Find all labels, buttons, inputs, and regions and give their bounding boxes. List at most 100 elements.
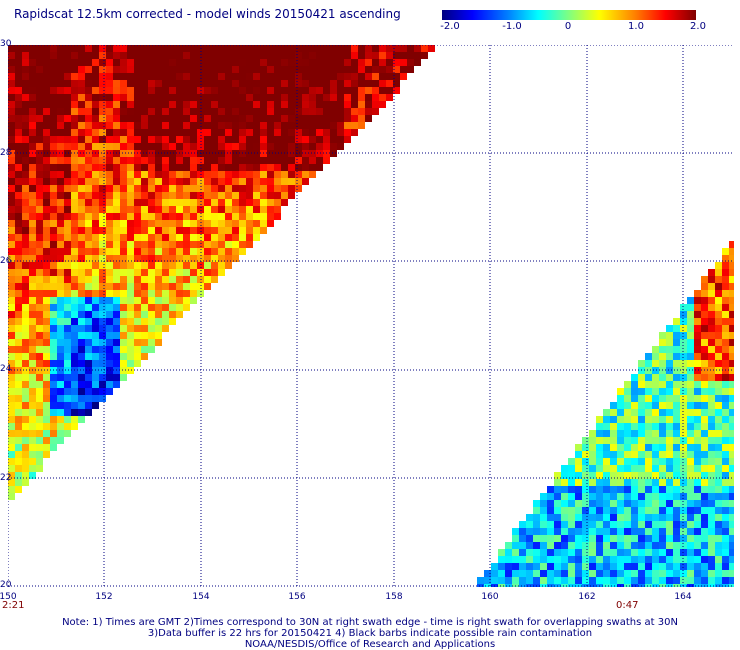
swath-cell bbox=[78, 388, 85, 395]
swath-cell bbox=[92, 185, 99, 192]
swath-cell bbox=[701, 458, 708, 465]
swath-cell bbox=[57, 402, 64, 409]
swath-cell bbox=[512, 570, 519, 577]
swath-cell bbox=[211, 241, 218, 248]
swath-cell bbox=[309, 157, 316, 164]
swath-cell bbox=[15, 353, 22, 360]
swath-cell bbox=[71, 94, 78, 101]
swath-cell bbox=[29, 94, 36, 101]
swath-cell bbox=[603, 465, 610, 472]
swath-cell bbox=[540, 507, 547, 514]
swath-cell bbox=[36, 129, 43, 136]
swath-cell bbox=[561, 570, 568, 577]
swath-cell bbox=[540, 549, 547, 556]
swath-cell bbox=[50, 234, 57, 241]
swath-cell bbox=[78, 255, 85, 262]
swath-cell bbox=[85, 115, 92, 122]
swath-cell bbox=[141, 185, 148, 192]
swath-cell bbox=[309, 164, 316, 171]
swath-cell bbox=[127, 136, 134, 143]
swath-cell bbox=[29, 276, 36, 283]
swath-cell bbox=[113, 262, 120, 269]
swath-cell bbox=[246, 87, 253, 94]
swath-cell bbox=[225, 122, 232, 129]
swath-cell bbox=[64, 332, 71, 339]
swath-cell bbox=[379, 45, 386, 52]
swath-cell bbox=[568, 514, 575, 521]
lat-tick-28: 28 bbox=[0, 148, 12, 158]
swath-cell bbox=[610, 584, 617, 587]
swath-cell bbox=[113, 283, 120, 290]
swath-cell bbox=[281, 129, 288, 136]
swath-cell bbox=[148, 290, 155, 297]
swath-cell bbox=[274, 115, 281, 122]
swath-cell bbox=[708, 269, 715, 276]
swath-cell bbox=[652, 542, 659, 549]
swath-cell bbox=[603, 409, 610, 416]
swath-cell bbox=[57, 353, 64, 360]
swath-cell bbox=[659, 332, 666, 339]
swath-cell bbox=[36, 381, 43, 388]
swath-cell bbox=[36, 388, 43, 395]
swath-cell bbox=[554, 563, 561, 570]
swath-cell bbox=[71, 332, 78, 339]
swath-cell bbox=[155, 185, 162, 192]
swath-cell bbox=[183, 129, 190, 136]
swath-cell bbox=[722, 388, 729, 395]
swath-cell bbox=[246, 220, 253, 227]
swath-cell bbox=[99, 276, 106, 283]
swath-cell bbox=[274, 157, 281, 164]
swath-cell bbox=[36, 465, 43, 472]
swath-cell bbox=[71, 283, 78, 290]
swath-cell bbox=[302, 164, 309, 171]
swath-cell bbox=[22, 227, 29, 234]
swath-cell bbox=[267, 171, 274, 178]
swath-cell bbox=[715, 402, 722, 409]
swath-cell bbox=[358, 101, 365, 108]
swath-cell bbox=[8, 486, 15, 493]
swath-cell bbox=[288, 192, 295, 199]
swath-cell bbox=[169, 73, 176, 80]
swath-cell bbox=[561, 584, 568, 587]
swath-cell bbox=[218, 52, 225, 59]
swath-cell bbox=[253, 94, 260, 101]
swath-cell bbox=[288, 115, 295, 122]
swath-cell bbox=[519, 556, 526, 563]
swath-cell bbox=[295, 101, 302, 108]
swath-cell bbox=[407, 45, 414, 52]
swath-cell bbox=[575, 577, 582, 584]
swath-cell bbox=[71, 311, 78, 318]
swath-cell bbox=[232, 101, 239, 108]
swath-cell bbox=[659, 381, 666, 388]
swath-cell bbox=[288, 52, 295, 59]
swath-cell bbox=[57, 255, 64, 262]
swath-cell bbox=[162, 220, 169, 227]
swath-cell bbox=[694, 346, 701, 353]
swath-cell bbox=[204, 234, 211, 241]
swath-cell bbox=[211, 185, 218, 192]
swath-cell bbox=[120, 283, 127, 290]
swath-cell bbox=[64, 297, 71, 304]
swath-cell bbox=[155, 248, 162, 255]
swath-cell bbox=[141, 283, 148, 290]
swath-cell bbox=[554, 486, 561, 493]
swath-cell bbox=[659, 570, 666, 577]
swath-cell bbox=[638, 423, 645, 430]
swath-cell bbox=[78, 52, 85, 59]
swath-cell bbox=[36, 360, 43, 367]
swath-cell bbox=[302, 87, 309, 94]
swath-cell bbox=[113, 381, 120, 388]
swath-cell bbox=[113, 269, 120, 276]
swath-cell bbox=[162, 325, 169, 332]
swath-cell bbox=[680, 535, 687, 542]
swath-cell bbox=[43, 164, 50, 171]
swath-cell bbox=[610, 465, 617, 472]
swath-cell bbox=[15, 122, 22, 129]
swath-cell bbox=[43, 297, 50, 304]
swath-cell bbox=[50, 283, 57, 290]
swath-cell bbox=[134, 269, 141, 276]
swath-cell bbox=[64, 227, 71, 234]
swath-cell bbox=[50, 87, 57, 94]
swath-cell bbox=[337, 129, 344, 136]
swath-cell bbox=[99, 59, 106, 66]
